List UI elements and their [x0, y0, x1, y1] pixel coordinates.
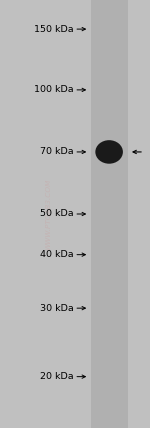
Text: 100 kDa: 100 kDa: [34, 85, 74, 95]
Text: 40 kDa: 40 kDa: [40, 250, 74, 259]
Text: 70 kDa: 70 kDa: [40, 147, 74, 157]
Text: 20 kDa: 20 kDa: [40, 372, 74, 381]
Bar: [91, 0, 128, 428]
Text: 30 kDa: 30 kDa: [40, 303, 74, 313]
Text: 150 kDa: 150 kDa: [34, 24, 74, 34]
Text: WWW.PTGAB3.COM: WWW.PTGAB3.COM: [45, 178, 51, 250]
Ellipse shape: [95, 140, 123, 163]
Text: 50 kDa: 50 kDa: [40, 209, 74, 219]
